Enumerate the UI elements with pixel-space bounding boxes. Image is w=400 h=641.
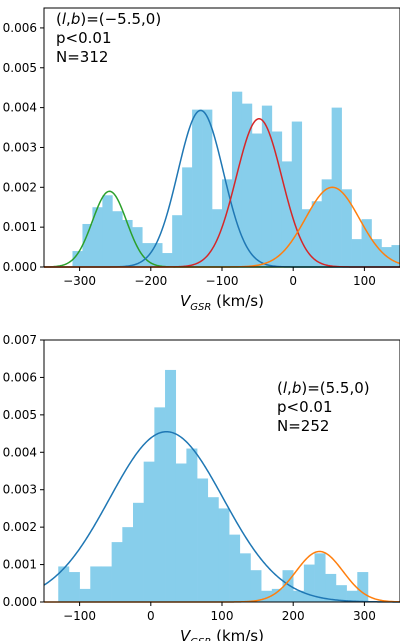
- histogram-bar: [207, 497, 219, 602]
- histogram-bar: [133, 502, 144, 602]
- histogram-bar: [271, 588, 283, 602]
- x-axis-title: VGSR (km/s): [180, 627, 264, 641]
- histogram-bar: [311, 201, 322, 267]
- histogram-bar: [331, 107, 342, 268]
- x-tick-label: −300: [63, 274, 96, 288]
- annotation-line: (l,b)=(−5.5,0): [56, 10, 161, 28]
- histogram-bar: [218, 508, 230, 602]
- annotation-line: N=312: [56, 48, 108, 66]
- histogram-bar: [357, 572, 369, 602]
- x-tick-label: 300: [353, 609, 376, 623]
- y-tick-label: 0.003: [3, 140, 37, 154]
- histogram-bar: [229, 534, 241, 602]
- histogram-bar: [122, 219, 133, 267]
- histogram-bar: [261, 105, 273, 268]
- histogram-bar: [314, 553, 326, 602]
- histogram-bar: [82, 223, 93, 267]
- histogram-bar: [271, 131, 283, 267]
- histogram-bar: [222, 179, 233, 267]
- histogram-bar: [346, 590, 358, 602]
- histogram-bar: [291, 121, 303, 267]
- annotation-line: p<0.01: [277, 398, 333, 416]
- y-tick-label: 0.005: [3, 61, 37, 75]
- y-tick-label: 0.001: [3, 558, 37, 572]
- histogram-bar: [361, 219, 372, 267]
- histogram-bar: [72, 251, 83, 267]
- histogram-bar: [112, 211, 123, 267]
- histogram-bar: [335, 585, 347, 602]
- x-axis-title: VGSR (km/s): [180, 292, 264, 313]
- histogram-bar: [301, 209, 313, 267]
- histogram-bar: [111, 542, 123, 602]
- histogram-bar: [175, 463, 187, 602]
- histogram-bar: [239, 553, 251, 602]
- x-tick-label: 200: [282, 609, 305, 623]
- x-tick-label: 100: [211, 609, 234, 623]
- x-tick-label: −100: [63, 609, 96, 623]
- histogram-bar: [79, 588, 91, 602]
- histogram-bar: [231, 91, 243, 268]
- annotation-line: N=252: [277, 417, 329, 435]
- histogram-bar: [391, 245, 400, 267]
- histogram-bar: [202, 109, 213, 267]
- y-tick-label: 0.000: [3, 595, 37, 609]
- histogram-bar: [68, 572, 80, 602]
- y-tick-label: 0.005: [3, 408, 37, 422]
- histogram-bar: [371, 239, 382, 267]
- histogram-bar: [152, 243, 163, 267]
- histogram-bar: [325, 573, 337, 602]
- histogram-bar: [154, 407, 166, 602]
- x-tick-label: −100: [206, 274, 239, 288]
- histogram-bar: [102, 195, 113, 267]
- y-tick-label: 0.002: [3, 520, 37, 534]
- histogram-bar: [172, 215, 183, 267]
- histogram-bar: [241, 103, 253, 267]
- histogram-bar: [303, 564, 315, 602]
- y-tick-label: 0.006: [3, 370, 37, 384]
- x-tick-label: −200: [134, 274, 167, 288]
- histogram-bar: [261, 590, 273, 602]
- x-tick-label: 0: [289, 274, 297, 288]
- annotation-line: p<0.01: [56, 29, 112, 47]
- histogram-bar: [341, 189, 352, 267]
- histogram-bar: [58, 566, 70, 602]
- histogram-bar: [162, 253, 173, 267]
- histogram-bar: [142, 243, 153, 267]
- annotation-line: (l,b)=(5.5,0): [277, 379, 370, 397]
- histogram-bar: [100, 566, 112, 602]
- x-tick-label: 100: [353, 274, 376, 288]
- histogram-bar: [321, 179, 332, 267]
- histogram-bar: [281, 161, 293, 267]
- histogram-bar: [293, 590, 305, 602]
- histogram-bar: [143, 461, 155, 602]
- y-tick-label: 0.006: [3, 21, 37, 35]
- histogram-bar: [192, 109, 203, 267]
- histogram-bar: [250, 570, 262, 602]
- y-tick-label: 0.003: [3, 483, 37, 497]
- x-tick-label: 0: [147, 609, 155, 623]
- y-tick-label: 0.000: [3, 260, 37, 274]
- y-tick-label: 0.002: [3, 180, 37, 194]
- y-tick-label: 0.004: [3, 101, 37, 115]
- y-tick-label: 0.004: [3, 445, 37, 459]
- histogram-bar: [90, 566, 102, 602]
- histogram-bar: [351, 239, 362, 267]
- gaussian-fit-curve: [43, 430, 400, 603]
- histogram-bar: [182, 167, 193, 267]
- histogram-bar: [165, 369, 177, 602]
- histogram-bar: [92, 207, 103, 267]
- y-tick-label: 0.001: [3, 220, 37, 234]
- histogram-bar: [282, 570, 294, 602]
- histogram-bar: [251, 133, 263, 267]
- histogram-bar: [197, 478, 209, 602]
- histogram-bar: [186, 448, 198, 602]
- histogram-bar: [122, 527, 134, 602]
- y-tick-label: 0.007: [3, 333, 37, 347]
